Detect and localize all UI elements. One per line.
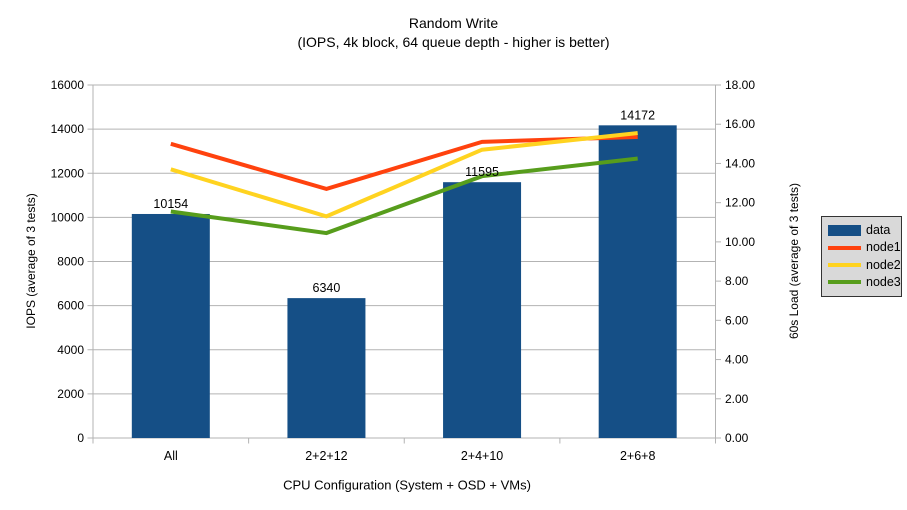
legend-label: node2 bbox=[866, 257, 901, 272]
right-tick-label: 18.00 bbox=[725, 78, 755, 92]
legend-swatch-data bbox=[828, 225, 861, 237]
legend-item-node2: node2 bbox=[828, 257, 901, 272]
legend-item-node1: node1 bbox=[828, 241, 901, 254]
bar-data bbox=[287, 298, 366, 438]
bar-value-label: 11595 bbox=[465, 165, 499, 179]
right-tick-label: 14.00 bbox=[725, 156, 755, 170]
legend-swatch-node2 bbox=[828, 263, 861, 268]
chart-subtitle: (IOPS, 4k block, 64 queue depth - higher… bbox=[297, 34, 610, 50]
left-tick-label: 4000 bbox=[57, 343, 84, 357]
bar-value-label: 6340 bbox=[313, 281, 341, 295]
right-tick-label: 2.00 bbox=[725, 392, 749, 406]
left-tick-label: 6000 bbox=[57, 299, 84, 313]
right-axis-title: 60s Load (average of 3 tests) bbox=[787, 182, 801, 340]
x-axis-title: CPU Configuration (System + OSD + VMs) bbox=[283, 477, 531, 493]
legend-label: node1 bbox=[866, 240, 901, 255]
left-tick-label: 16000 bbox=[51, 78, 85, 92]
left-tick-label: 10000 bbox=[51, 210, 85, 224]
left-tick-label: 2000 bbox=[57, 387, 84, 401]
right-tick-label: 6.00 bbox=[725, 313, 749, 327]
bar-data bbox=[443, 182, 522, 438]
right-tick-label: 0.00 bbox=[725, 431, 749, 445]
bar-data bbox=[598, 125, 677, 438]
category-label: All bbox=[164, 449, 178, 463]
category-label: 2+4+10 bbox=[461, 449, 503, 463]
left-tick-label: 0 bbox=[77, 431, 84, 445]
left-tick-label: 12000 bbox=[51, 166, 85, 180]
legend: data node1 node2 node3 bbox=[821, 216, 902, 297]
left-tick-label: 14000 bbox=[51, 122, 85, 136]
bar-value-label: 10154 bbox=[153, 197, 188, 211]
right-tick-label: 12.00 bbox=[725, 196, 755, 210]
legend-item-data: data bbox=[828, 224, 901, 237]
legend-item-node3: node3 bbox=[828, 274, 901, 289]
bar-value-label: 14172 bbox=[620, 108, 655, 122]
legend-label: node3 bbox=[866, 274, 901, 289]
chart-title: Random Write bbox=[408, 15, 499, 31]
left-tick-label: 8000 bbox=[57, 255, 84, 269]
right-tick-label: 16.00 bbox=[725, 117, 755, 131]
right-tick-label: 8.00 bbox=[725, 274, 749, 288]
legend-swatch-node3 bbox=[828, 280, 861, 285]
legend-label: data bbox=[866, 223, 891, 238]
category-label: 2+2+12 bbox=[305, 449, 347, 463]
bar-data bbox=[131, 213, 210, 438]
right-tick-label: 10.00 bbox=[725, 235, 755, 249]
line-node3 bbox=[170, 156, 638, 236]
right-tick-label: 4.00 bbox=[725, 353, 749, 367]
line-node2 bbox=[170, 131, 638, 219]
left-axis-title: IOPS (average of 3 tests) bbox=[24, 193, 38, 329]
category-label: 2+6+8 bbox=[620, 449, 656, 463]
legend-swatch-node1 bbox=[828, 245, 861, 250]
